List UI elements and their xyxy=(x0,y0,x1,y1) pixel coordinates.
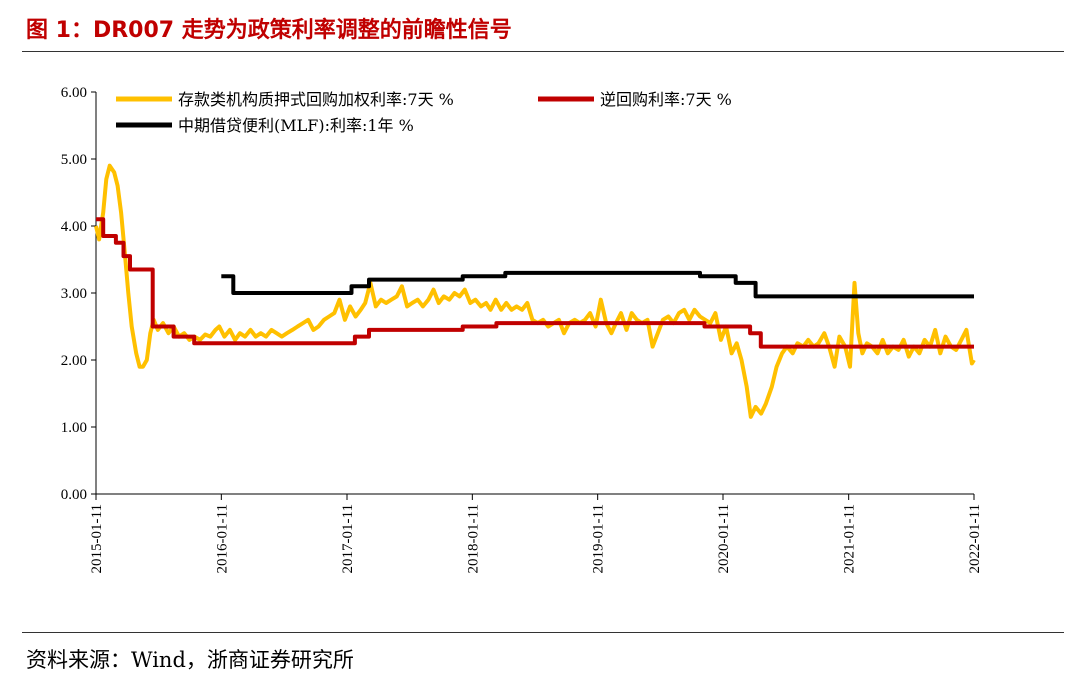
x-tick-label: 2016-01-11 xyxy=(214,504,230,573)
x-tick-label: 2020-01-11 xyxy=(716,504,732,573)
x-tick-label: 2018-01-11 xyxy=(465,504,481,573)
chart-legend: 存款类机构质押式回购加权利率:7天 % 逆回购利率:7天 % 中期借贷便利(MLF)… xyxy=(116,90,732,135)
x-tick-label: 2022-01-11 xyxy=(967,504,983,573)
dr007-legend-label: 存款类机构质押式回购加权利率:7天 % xyxy=(178,90,454,109)
y-tick-label: 4.00 xyxy=(61,219,87,235)
x-tick-label: 2015-01-11 xyxy=(89,504,105,573)
source-note: 资料来源：Wind，浙商证券研究所 xyxy=(26,648,354,672)
y-tick-label: 3.00 xyxy=(61,286,87,302)
title-divider xyxy=(22,51,1064,52)
y-tick-label: 2.00 xyxy=(61,353,87,369)
figure-title: 图 1：DR007 走势为政策利率调整的前瞻性信号 xyxy=(26,18,512,43)
series-layer xyxy=(94,163,976,419)
y-tick-label: 1.00 xyxy=(61,420,87,436)
y-tick-label: 0.00 xyxy=(61,487,87,503)
x-tick-label: 2017-01-11 xyxy=(340,504,356,573)
reverse-repo-series-line xyxy=(96,217,974,349)
chart-axes: 0.00 1.00 2.00 3.00 4.00 5.00 6.00 2015-01-11 20… xyxy=(61,85,983,573)
source-divider xyxy=(22,632,1064,633)
reverse-repo-legend-label: 逆回购利率:7天 % xyxy=(600,90,732,109)
x-tick-label: 2019-01-11 xyxy=(591,504,607,573)
y-tick-label: 5.00 xyxy=(61,152,87,168)
y-tick-label: 6.00 xyxy=(61,85,87,101)
mlf-series-line xyxy=(221,270,974,299)
dr007-series-line xyxy=(94,163,976,419)
mlf-legend-label: 中期借贷便利(MLF):利率:1年 % xyxy=(178,116,414,135)
x-tick-label: 2021-01-11 xyxy=(842,504,858,573)
